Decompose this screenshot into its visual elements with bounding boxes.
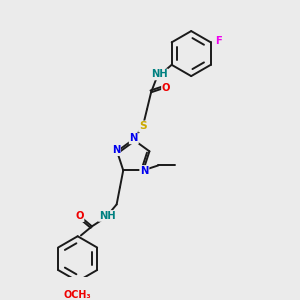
Text: S: S [139, 122, 147, 131]
Text: N: N [112, 145, 120, 155]
Text: NH: NH [151, 70, 168, 80]
Text: N: N [130, 134, 138, 143]
Text: O: O [162, 82, 170, 93]
Text: O: O [75, 211, 83, 221]
Text: OCH₃: OCH₃ [64, 290, 92, 300]
Text: F: F [215, 36, 222, 46]
Text: NH: NH [99, 211, 115, 221]
Text: N: N [140, 166, 148, 176]
